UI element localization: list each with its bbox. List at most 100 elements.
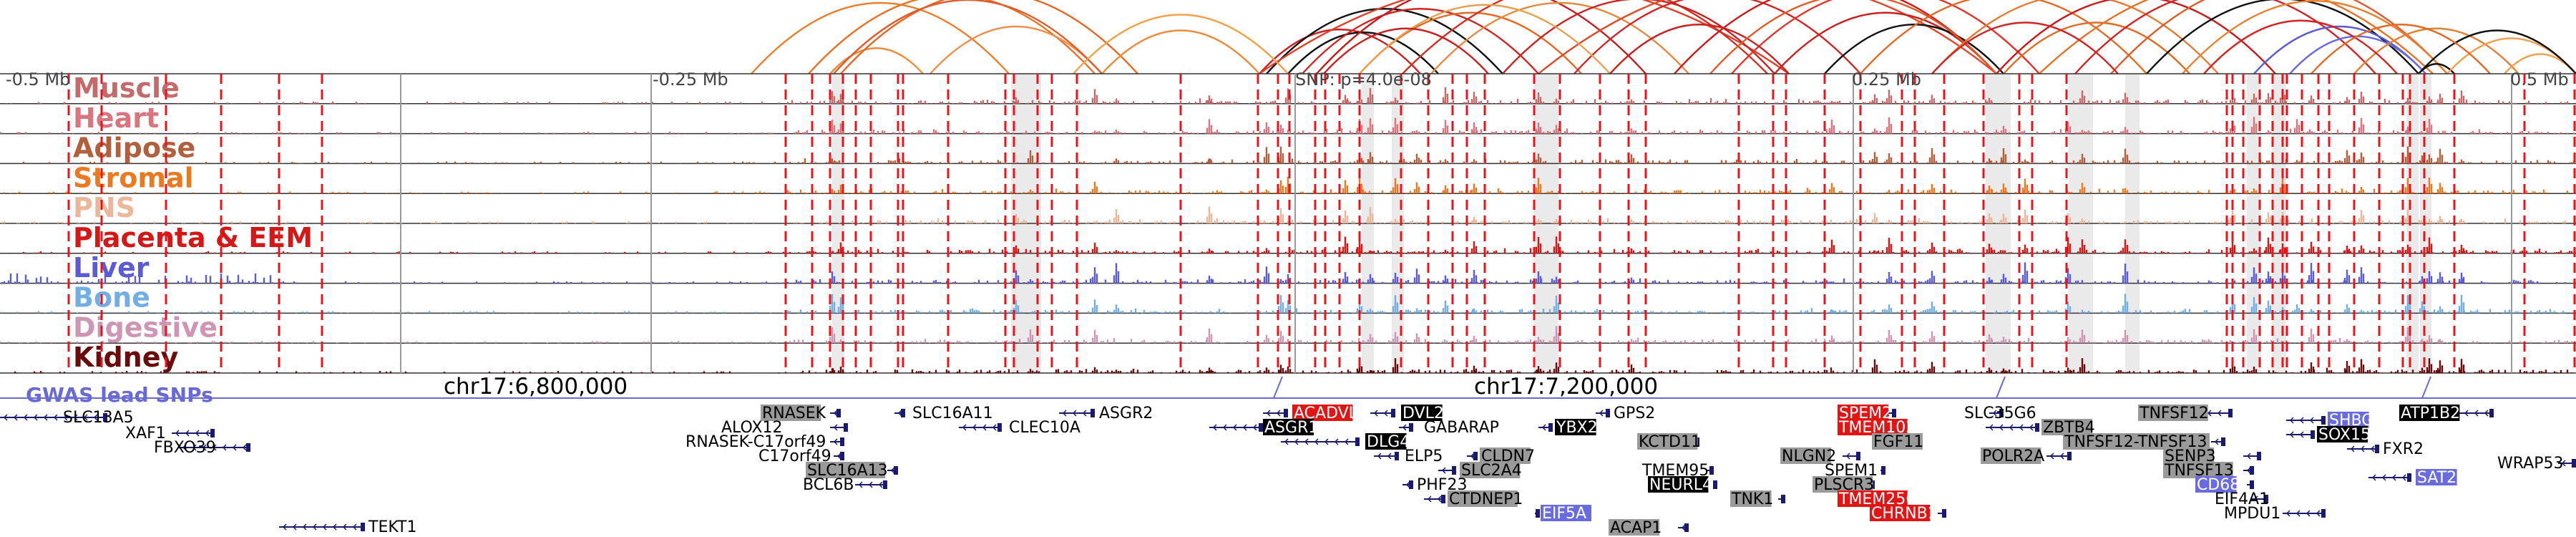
gene-label: SLC2A4 [1461, 462, 1522, 480]
track-bone: Bone [0, 282, 2576, 314]
gene-chrnb1: CHRNB1 [1870, 505, 1946, 523]
gene-label: FBXO39 [154, 439, 216, 457]
loop-arc [1266, 8, 1503, 74]
gene-label: SLC16A13 [807, 462, 888, 480]
gene-label: GPS2 [1614, 405, 1655, 422]
loop-arc [1323, 27, 1489, 74]
loop-arc [840, 0, 1138, 74]
track-label: Stromal [73, 162, 194, 193]
gene-tekt1: TEKT1 [279, 518, 417, 536]
track-label: PNS [73, 192, 135, 223]
loop-arc [1931, 21, 2119, 74]
gene-rnasek-c17orf49: RNASEK-C17orf49 [686, 433, 844, 451]
loop-arc [1538, 0, 1997, 74]
loop-arc [1609, 24, 1790, 74]
gene-fbxo39: FBXO39 [154, 439, 250, 457]
gene-dvl2: DVL2 [1370, 405, 1444, 422]
gene-rnasek: RNASEK [761, 405, 841, 422]
gene-nlgn2: NLGN2 [1780, 448, 1860, 465]
track-stromal: Stromal [0, 162, 2576, 194]
loop-arc [1259, 28, 1421, 74]
coordinate-label-left: chr17:6,800,000 [444, 374, 628, 400]
chromatin-loop-arcs [751, 0, 2576, 74]
gene-sat2: SAT2 [2368, 469, 2457, 487]
gene-label: RNASEK [762, 405, 826, 422]
gene-atp1b2: ATP1B2 [2399, 405, 2494, 422]
gene-label: NEURL4 [1649, 476, 1712, 494]
track-liver: Liver [0, 252, 2576, 284]
loop-arc [1860, 0, 2147, 74]
gene-label: WRAP53 [2497, 455, 2563, 473]
coordinate-label-right: chr17:7,200,000 [1474, 374, 1658, 400]
gene-gps2: GPS2 [1596, 405, 1655, 422]
gene-dlg4: DLG4 [1281, 433, 1410, 451]
loop-arc [1931, 0, 2219, 74]
loop-arc [930, 25, 1103, 74]
loop-arc [2110, 0, 2448, 74]
track-placenta-eem: Placenta & EEM [0, 222, 2576, 254]
gene-slc35g6: SLC35G6 [1964, 405, 2036, 422]
gene-alox12: ALOX12 [721, 419, 848, 437]
gene-tnfsf12-tnfsf13: TNFSF12-TNFSF13 [2063, 433, 2225, 451]
loop-arc [1101, 29, 1260, 74]
gene-cd68: CD68 [2195, 476, 2254, 494]
gene-asgr2: ASGR2 [1059, 405, 1153, 422]
gene-label: MPDU1 [2224, 505, 2280, 523]
gene-kctd11: KCTD11 [1637, 433, 1701, 451]
gene-label: CTDNEP1 [1449, 490, 1523, 508]
gene-label: CD68 [2197, 476, 2240, 494]
loop-arc [1502, 0, 1775, 74]
track-label: Digestive [73, 311, 218, 343]
loop-arc [751, 1, 1010, 74]
loop-arc [2353, 27, 2519, 74]
gene-label: BCL6B [803, 476, 854, 494]
loop-arc [1824, 24, 2004, 74]
loop-arc [2311, 24, 2491, 74]
loop-arc [1259, 0, 1790, 74]
gene-tnk1: TNK1 [1730, 490, 1785, 508]
gene-label: ACAP1 [1610, 519, 1662, 537]
gene-slc16a13: SLC16A13 [806, 462, 898, 480]
gwas-marker [1996, 376, 2006, 399]
loop-arc [829, 47, 924, 74]
gene-label: KCTD11 [1639, 433, 1701, 451]
loop-arc [2003, 21, 2190, 74]
gene-label: CLEC10A [1009, 419, 1080, 437]
gene-label: SLC35G6 [1964, 405, 2036, 422]
gene-label: SAT2 [2417, 469, 2457, 487]
loop-arc [1402, 0, 1768, 74]
gene-slc13a5: SLC13A5 [0, 409, 134, 427]
track-label: Adipose [73, 132, 195, 164]
gene-tnfsf12: TNFSF12 [2138, 405, 2233, 422]
gene-bcl6b: BCL6B [803, 476, 887, 494]
gene-fxr2: FXR2 [2347, 440, 2424, 458]
loop-arc [1731, 0, 2040, 74]
track-label: Kidney [73, 342, 178, 373]
track-heart: Heart [0, 102, 2576, 135]
loop-arc [1287, 32, 1439, 74]
loop-arc [1359, 4, 1611, 74]
gwas-marker [2421, 376, 2431, 399]
gene-label: TNK1 [1731, 490, 1773, 508]
gene-slc2a4: SLC2A4 [1438, 462, 1522, 480]
scale-label-right: 0.5 Mb [2510, 69, 2569, 90]
gene-label: TEKT1 [368, 518, 417, 536]
gene-label: DLG4 [1367, 433, 1410, 451]
gene-label: NLGN2 [1782, 448, 1836, 465]
gene-label: RNASEK-C17orf49 [686, 433, 826, 451]
track-label: Liver [73, 252, 150, 284]
gene-ctdnep1: CTDNEP1 [1424, 490, 1523, 508]
gene-asgr1: ASGR1 [1209, 419, 1318, 437]
gene-elp5: ELP5 [1374, 448, 1443, 465]
gene-fgf11: FGF11 [1872, 433, 1923, 451]
gene-polr2a: POLR2A [1981, 448, 2072, 465]
loop-arc [1302, 8, 1539, 74]
gene-neurl4: NEURL4 [1648, 476, 1717, 494]
track-muscle: Muscle [0, 72, 2576, 105]
loop-arc [1430, 1, 1689, 74]
gene-clec10a: CLEC10A [959, 419, 1080, 437]
gene-label: FXR2 [2383, 440, 2424, 458]
